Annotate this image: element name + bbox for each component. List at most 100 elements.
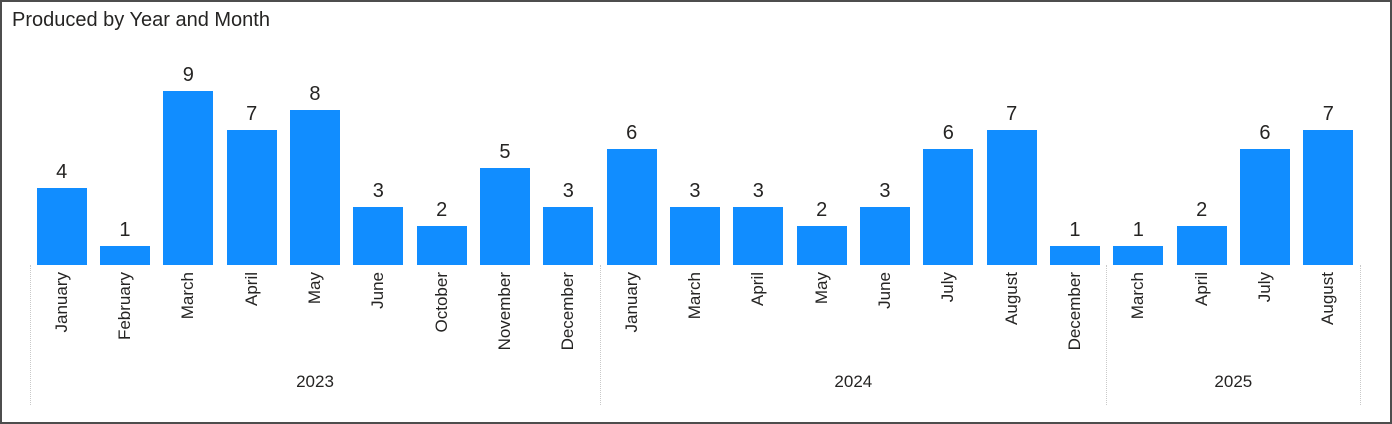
bar-value-label: 7 bbox=[1322, 102, 1334, 125]
month-cell: April bbox=[727, 265, 790, 365]
bar-2024-january[interactable] bbox=[606, 149, 657, 265]
bar-cell-2024-january: 6 bbox=[600, 121, 663, 265]
month-cell: May bbox=[790, 265, 853, 365]
x-axis-month-label: March bbox=[1128, 272, 1148, 320]
year-group-2025: 1 2 6 7 March April July August 2025 bbox=[1107, 42, 1360, 422]
bar-cell-2023-may: 8 bbox=[283, 82, 346, 265]
bar-2023-november[interactable] bbox=[479, 168, 530, 265]
bar-value-label: 4 bbox=[56, 160, 68, 183]
bar-2023-february[interactable] bbox=[99, 245, 150, 265]
bar-value-label: 2 bbox=[436, 199, 448, 222]
bar-cell-2023-february: 1 bbox=[93, 218, 156, 265]
x-axis-month-label: April bbox=[748, 272, 768, 307]
bar-value-label: 8 bbox=[309, 83, 321, 106]
bar-value-label: 1 bbox=[1069, 218, 1081, 241]
year-separator-line bbox=[1359, 265, 1361, 405]
month-cell: August bbox=[980, 265, 1043, 365]
x-axis-month-label: March bbox=[178, 272, 198, 320]
month-cell: July bbox=[1233, 265, 1296, 365]
year-group-2023: 4 1 9 7 8 3 2 5 3 January February March April May Jun… bbox=[30, 42, 600, 422]
year-axis-row: 2024 bbox=[600, 365, 1107, 399]
bar-2023-october[interactable] bbox=[416, 226, 467, 265]
month-cell: May bbox=[283, 265, 346, 365]
bar-2023-may[interactable] bbox=[289, 110, 340, 265]
month-cell: January bbox=[30, 265, 93, 365]
bar-2025-march[interactable] bbox=[1113, 245, 1164, 265]
bar-2024-march[interactable] bbox=[669, 207, 720, 265]
bar-2024-august[interactable] bbox=[986, 129, 1037, 265]
bar-2023-december[interactable] bbox=[543, 207, 594, 265]
month-cell: August bbox=[1297, 265, 1360, 365]
month-cell: March bbox=[157, 265, 220, 365]
x-axis-month-label: July bbox=[1254, 272, 1274, 303]
bar-2024-december[interactable] bbox=[1049, 245, 1100, 265]
month-cell: March bbox=[1107, 265, 1170, 365]
x-axis-month-label: November bbox=[494, 272, 514, 351]
year-group-2024: 6 3 3 2 3 6 7 1 January March April May June July Augu… bbox=[600, 42, 1107, 422]
x-axis-month-label: May bbox=[304, 272, 324, 305]
month-cell: March bbox=[663, 265, 726, 365]
x-axis-month-label: March bbox=[684, 272, 704, 320]
month-cell: February bbox=[93, 265, 156, 365]
month-cell: June bbox=[347, 265, 410, 365]
bar-2024-may[interactable] bbox=[796, 226, 847, 265]
month-axis-row: January March April May June July August Decemb… bbox=[600, 265, 1107, 365]
x-axis-month-label: August bbox=[1001, 272, 1021, 325]
bar-2025-august[interactable] bbox=[1303, 129, 1354, 265]
bar-cell-2023-june: 3 bbox=[347, 179, 410, 265]
x-axis-month-label: April bbox=[1191, 272, 1211, 307]
bar-2023-january[interactable] bbox=[36, 187, 87, 265]
chart-plot-area: 4 1 9 7 8 3 2 5 3 January February March April May Jun… bbox=[29, 42, 1361, 422]
year-separator-line bbox=[599, 265, 601, 405]
year-axis-row: 2025 bbox=[1107, 365, 1360, 399]
bar-value-label: 6 bbox=[942, 122, 954, 144]
bar-cell-2025-july: 6 bbox=[1233, 121, 1296, 265]
bar-cell-2025-april: 2 bbox=[1170, 198, 1233, 265]
bar-cell-2024-august: 7 bbox=[980, 102, 1043, 265]
bar-value-label: 9 bbox=[182, 64, 194, 86]
x-axis-month-label: October bbox=[431, 272, 451, 333]
x-axis-month-label: June bbox=[368, 272, 388, 309]
chart-title: Produced by Year and Month bbox=[12, 9, 270, 31]
bar-value-label: 3 bbox=[372, 180, 384, 202]
x-axis-year-label: 2024 bbox=[834, 372, 873, 391]
bar-value-label: 3 bbox=[562, 180, 574, 202]
bar-cell-2024-march: 3 bbox=[663, 179, 726, 265]
x-axis-month-label: April bbox=[241, 272, 261, 307]
x-axis-month-label: July bbox=[938, 272, 958, 303]
bars-row: 6 3 3 2 3 6 7 1 bbox=[600, 42, 1107, 265]
bar-value-label: 6 bbox=[626, 122, 638, 144]
bars-row: 4 1 9 7 8 3 2 5 3 bbox=[30, 42, 600, 265]
bar-value-label: 3 bbox=[879, 180, 891, 202]
bar-2023-april[interactable] bbox=[226, 129, 277, 265]
x-axis-month-label: June bbox=[874, 272, 894, 309]
bar-2023-june[interactable] bbox=[353, 207, 404, 265]
bar-2025-april[interactable] bbox=[1176, 226, 1227, 265]
bar-value-label: 6 bbox=[1259, 122, 1271, 144]
month-axis-row: March April July August bbox=[1107, 265, 1360, 365]
bar-groups-container: 4 1 9 7 8 3 2 5 3 January February March April May Jun… bbox=[30, 42, 1360, 422]
month-cell: October bbox=[410, 265, 473, 365]
bar-value-label: 3 bbox=[752, 180, 764, 202]
x-axis-year-label: 2025 bbox=[1214, 372, 1253, 391]
month-cell: January bbox=[600, 265, 663, 365]
bar-cell-2023-november: 5 bbox=[473, 140, 536, 265]
bar-value-label: 5 bbox=[499, 141, 511, 164]
bar-value-label: 7 bbox=[1006, 102, 1018, 125]
year-axis-row: 2023 bbox=[30, 365, 600, 399]
bar-value-label: 2 bbox=[816, 199, 828, 222]
bar-cell-2024-july: 6 bbox=[917, 121, 980, 265]
bar-2024-april[interactable] bbox=[733, 207, 784, 265]
bar-2025-july[interactable] bbox=[1239, 149, 1290, 265]
bar-value-label: 7 bbox=[246, 102, 258, 125]
bar-cell-2025-august: 7 bbox=[1297, 102, 1360, 265]
bar-cell-2023-april: 7 bbox=[220, 102, 283, 265]
bar-cell-2023-march: 9 bbox=[157, 63, 220, 265]
bar-2023-march[interactable] bbox=[163, 91, 214, 265]
bar-2024-july[interactable] bbox=[923, 149, 974, 265]
year-separator-line bbox=[1106, 265, 1108, 405]
bar-2024-june[interactable] bbox=[859, 207, 910, 265]
x-axis-month-label: December bbox=[558, 272, 578, 351]
x-axis-month-label: January bbox=[621, 272, 641, 333]
